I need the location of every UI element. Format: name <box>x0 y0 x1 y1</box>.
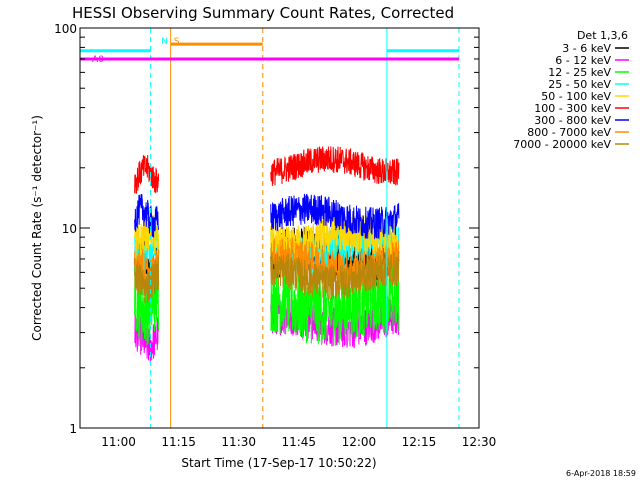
x-tick-label: 12:00 <box>342 435 377 449</box>
y-tick-label: 10 <box>62 222 77 236</box>
series-trace <box>134 154 160 194</box>
series-trace <box>270 237 400 291</box>
legend-label: 300 - 800 keV <box>534 114 611 127</box>
series-trace <box>134 256 160 304</box>
y-tick-label: 100 <box>54 22 77 36</box>
chart-title: HESSI Observing Summary Count Rates, Cor… <box>72 4 454 22</box>
x-tick-label: 11:45 <box>281 435 316 449</box>
series-trace <box>134 264 160 346</box>
series-trace <box>270 250 400 301</box>
series-trace <box>270 193 400 240</box>
x-tick-label: 11:00 <box>101 435 136 449</box>
legend-label: 12 - 25 keV <box>548 66 611 79</box>
series-300-800-kev <box>134 193 400 240</box>
x-axis-label: Start Time (17-Sep-17 10:50:22) <box>181 456 376 470</box>
flag-label: A0 <box>92 55 104 65</box>
series-trace <box>270 146 400 187</box>
footer-date: 6-Apr-2018 18:59 <box>566 469 636 478</box>
series-trace <box>134 193 160 238</box>
y-axis-label: Corrected Count Rate (s⁻¹ detector⁻¹) <box>30 115 44 341</box>
flag-label: S <box>174 37 180 47</box>
legend-label: 800 - 7000 keV <box>527 126 611 139</box>
series-100-300-kev <box>134 146 400 194</box>
legend-title: Det 1,3,6 <box>577 29 628 42</box>
flag-label: N <box>161 37 168 47</box>
y-tick-label: 1 <box>69 422 77 436</box>
x-tick-label: 11:30 <box>221 435 256 449</box>
legend-label: 3 - 6 keV <box>562 42 611 55</box>
series-7000-20000-kev <box>134 250 400 304</box>
legend-label: 50 - 100 keV <box>541 90 611 103</box>
legend-label: 7000 - 20000 keV <box>513 138 611 151</box>
x-tick-label: 12:15 <box>402 435 437 449</box>
legend-label: 100 - 300 keV <box>534 102 611 115</box>
x-tick-label: 11:15 <box>161 435 196 449</box>
series-trace <box>134 211 160 260</box>
legend-label: 6 - 12 keV <box>555 54 611 67</box>
legend-label: 25 - 50 keV <box>548 78 611 91</box>
x-tick-label: 12:30 <box>462 435 497 449</box>
